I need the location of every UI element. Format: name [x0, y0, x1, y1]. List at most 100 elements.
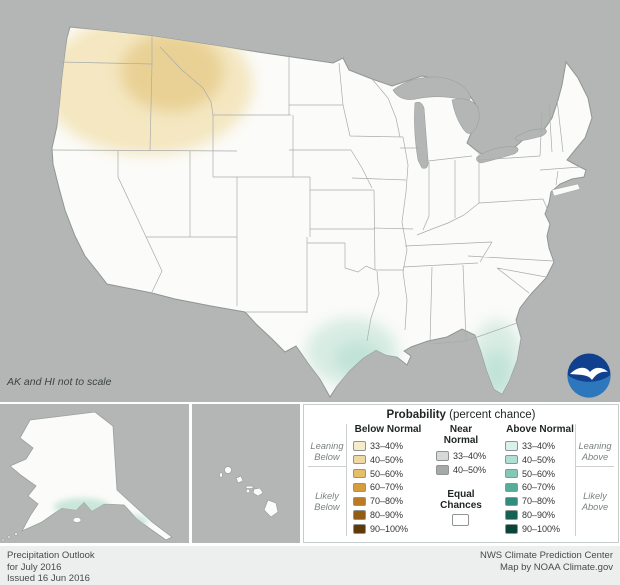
legend-row: 80–90% [352, 508, 423, 522]
legend-row: 40–50% [352, 453, 423, 467]
swatch-label: 33–40% [452, 451, 486, 461]
swatch-label: 70–80% [521, 496, 555, 507]
swatch-label: 70–80% [369, 496, 403, 507]
swatch-label: 40–50% [452, 465, 486, 475]
color-swatch [352, 468, 366, 479]
near-normal-column: Near Normal 33–40% 40–50% Equal Chances [423, 424, 499, 536]
legend-row: 90–100% [352, 522, 423, 536]
lanai-island [245, 488, 251, 494]
color-swatch [504, 510, 518, 520]
legend-title-main: Probability [386, 409, 446, 421]
lake-ontario [515, 128, 547, 142]
legend-title: Probability (percent chance) [308, 409, 614, 421]
niihau-island [219, 472, 223, 478]
color-swatch [352, 482, 366, 493]
equal-chances-label: Equal Chances [440, 489, 482, 511]
swatch-label: 33–40% [521, 440, 555, 451]
legend-panel: Probability (percent chance) Leaning Bel… [303, 404, 619, 543]
color-swatch [352, 441, 366, 451]
footer-right-text: NWS Climate Prediction Center Map by NOA… [480, 550, 613, 573]
legend-row: 60–70% [352, 481, 423, 495]
color-swatch [352, 510, 366, 520]
leaning-above-label: Leaning Above [578, 440, 612, 462]
color-swatch [504, 496, 518, 507]
below-normal-column: Below Normal 33–40% 40–50% 50–60% 60–70%… [347, 424, 423, 536]
legend-row: 50–60% [352, 467, 423, 481]
footer-line: Map by NOAA Climate.gov [500, 561, 613, 573]
noaa-logo [567, 353, 611, 398]
swatch-label: 40–50% [521, 454, 555, 465]
long-island [551, 183, 581, 197]
kauai-island [224, 466, 232, 474]
likely-below-cell: Likely Below [308, 467, 346, 536]
above-side-labels: Leaning Above Likely Above [575, 424, 614, 536]
noaa-gull-icon [570, 367, 608, 380]
swatch-label: 60–70% [369, 482, 403, 493]
noaa-sea-shape [567, 375, 611, 398]
alaska-panel [0, 404, 189, 543]
swatch-label: 50–60% [369, 468, 403, 479]
color-swatch [435, 451, 449, 461]
map-scale-note: AK and HI not to scale [7, 376, 112, 388]
swatch-label: 33–40% [369, 440, 403, 451]
big-island [263, 499, 279, 518]
above-normal-column: Above Normal 33–40% 40–50% 50–60% 60–70%… [499, 424, 575, 536]
equal-chances-swatch [452, 514, 470, 526]
swatch-label: 90–100% [521, 524, 560, 535]
great-lakes [392, 76, 547, 169]
hawaii-panel [192, 404, 300, 543]
leaning-above-cell: Leaning Above [576, 424, 614, 467]
likely-above-label: Likely Above [581, 490, 609, 512]
leaning-below-label: Leaning Below [310, 440, 344, 462]
legend-row: 33–40% [352, 439, 423, 453]
leaning-below-cell: Leaning Below [308, 424, 346, 467]
legend-row: 33–40% [435, 449, 486, 463]
color-swatch [504, 454, 518, 465]
molokai-island [245, 485, 254, 489]
above-normal-region-florida-core [482, 350, 512, 394]
aleutian-islands [1, 517, 82, 542]
lake-michigan [414, 101, 429, 169]
footer-line: Precipitation Outlook [7, 550, 95, 561]
legend-row: 70–80% [504, 494, 575, 508]
main-map-panel: AK and HI not to scale [0, 0, 620, 402]
swatch-label: 50–60% [521, 468, 555, 479]
legend-row: 70–80% [352, 494, 423, 508]
legend-title-suffix: (percent chance) [445, 409, 536, 421]
hawaiian-islands [219, 466, 279, 518]
footer-left-text: Precipitation Outlook for July 2016 Issu… [7, 550, 95, 585]
above-normal-region-alaska-se [116, 515, 148, 527]
legend-row: 33–40% [504, 439, 575, 453]
color-swatch [352, 524, 366, 534]
color-swatch [504, 524, 518, 534]
maui-island [252, 487, 264, 497]
color-swatch [504, 441, 518, 451]
us-map [51, 26, 593, 398]
color-swatch [352, 496, 366, 507]
color-swatch [504, 482, 518, 493]
swatch-label: 90–100% [369, 524, 408, 535]
above-normal-region-texas-core [334, 341, 382, 375]
alaska-map [1, 411, 173, 542]
legend-row: 40–50% [504, 453, 575, 467]
legend-row: 80–90% [504, 508, 575, 522]
lake-huron [451, 98, 480, 134]
state-borders [51, 36, 581, 345]
legend-row: 40–50% [435, 463, 486, 477]
legend-row: 50–60% [504, 467, 575, 481]
likely-below-label: Likely Below [314, 490, 340, 512]
footer-line: NWS Climate Prediction Center [479, 550, 613, 561]
footer: Precipitation Outlook for July 2016 Issu… [0, 546, 620, 585]
swatch-label: 80–90% [521, 510, 555, 521]
color-swatch [504, 468, 518, 479]
swatch-label: 60–70% [521, 482, 555, 493]
near-normal-header: Near Normal [443, 424, 479, 446]
footer-line: Issued 16 Jun 2016 [7, 573, 90, 585]
swatch-label: 40–50% [369, 454, 403, 465]
above-normal-region-alaska [54, 498, 110, 516]
below-normal-header: Below Normal [354, 424, 422, 435]
likely-above-cell: Likely Above [576, 467, 614, 536]
below-side-labels: Leaning Below Likely Below [308, 424, 347, 536]
legend-body: Leaning Below Likely Below Below Normal … [308, 424, 614, 536]
